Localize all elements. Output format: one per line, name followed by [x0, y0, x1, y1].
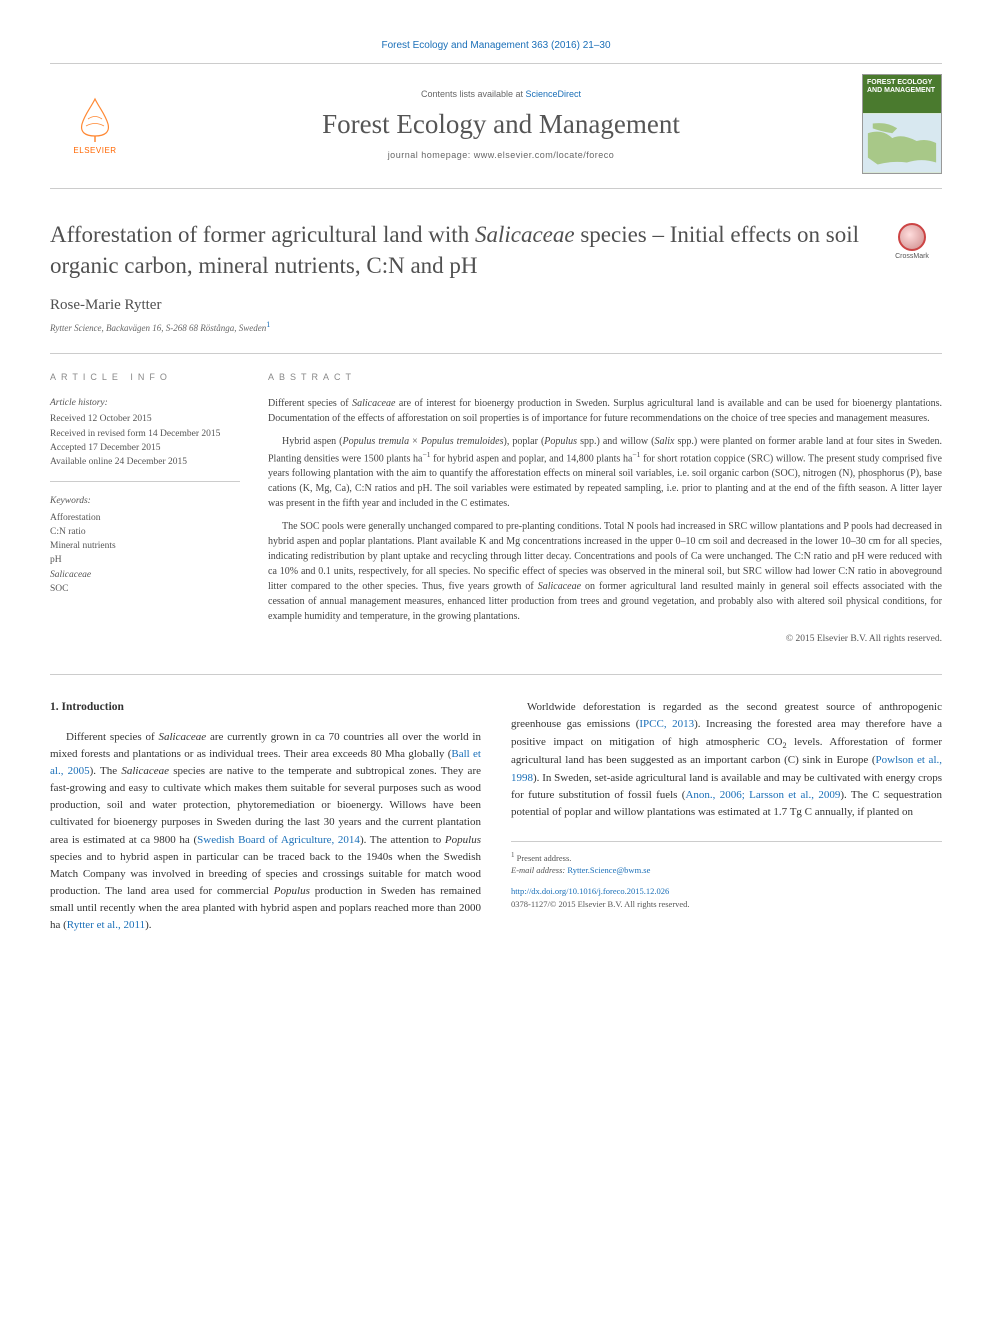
history-line: Received in revised form 14 December 201… — [50, 427, 240, 441]
homepage-url[interactable]: www.elsevier.com/locate/foreco — [474, 150, 615, 160]
author-affiliation: Rytter Science, Backavägen 16, S-268 68 … — [50, 320, 942, 333]
publisher-block: ELSEVIER — [50, 94, 140, 155]
abstract-para: Different species of Salicaceae are of i… — [268, 396, 942, 426]
author-name: Rose-Marie Rytter — [50, 297, 942, 314]
keywords-title: Keywords: — [50, 494, 240, 508]
journal-cover: FOREST ECOLOGY AND MANAGEMENT — [862, 74, 942, 174]
title-pre: Afforestation of former agricultural lan… — [50, 222, 475, 247]
masthead-center: Contents lists available at ScienceDirec… — [140, 89, 862, 160]
citation-line: Forest Ecology and Management 363 (2016)… — [50, 40, 942, 51]
footnote-1: 1 Present address. — [511, 850, 942, 865]
body-section: 1. Introduction Different species of Sal… — [50, 674, 942, 933]
elsevier-tree-icon — [70, 94, 120, 144]
keyword: Afforestation — [50, 511, 240, 525]
history-line: Available online 24 December 2015 — [50, 455, 240, 469]
keyword: C:N ratio — [50, 525, 240, 539]
crossmark-widget[interactable]: CrossMark — [882, 219, 942, 260]
abstract-para: Hybrid aspen (Populus tremula × Populus … — [268, 434, 942, 511]
affiliation-sup: 1 — [266, 320, 270, 329]
crossmark-icon — [898, 223, 926, 251]
publisher-label: ELSEVIER — [50, 146, 140, 155]
keyword: SOC — [50, 582, 240, 596]
section-heading: 1. Introduction — [50, 699, 481, 717]
history-line: Accepted 17 December 2015 — [50, 441, 240, 455]
abstract-copyright: © 2015 Elsevier B.V. All rights reserved… — [268, 634, 942, 644]
homepage-pre: journal homepage: — [388, 150, 474, 160]
article-info-column: ARTICLE INFO Article history: Received 1… — [50, 372, 240, 644]
contents-line: Contents lists available at ScienceDirec… — [140, 89, 862, 99]
article-info-heading: ARTICLE INFO — [50, 372, 240, 382]
contents-pre: Contents lists available at — [421, 89, 526, 99]
keywords-block: Keywords: Afforestation C:N ratio Minera… — [50, 494, 240, 608]
cover-map-graphic — [863, 113, 941, 173]
fn-sup: 1 — [511, 851, 515, 859]
article-history-block: Article history: Received 12 October 201… — [50, 396, 240, 482]
abstract-heading: ABSTRACT — [268, 372, 942, 382]
title-row: Afforestation of former agricultural lan… — [50, 219, 942, 281]
keyword: pH — [50, 553, 240, 567]
abstract-column: ABSTRACT Different species of Salicaceae… — [268, 372, 942, 644]
fn-text: Present address. — [517, 853, 572, 863]
email-line: E-mail address: Rytter.Science@bwm.se — [511, 864, 942, 877]
keyword: Salicaceae — [50, 568, 240, 582]
email-link[interactable]: Rytter.Science@bwm.se — [567, 865, 650, 875]
cover-title: FOREST ECOLOGY AND MANAGEMENT — [863, 75, 941, 98]
footnote-block: 1 Present address. E-mail address: Rytte… — [511, 841, 942, 911]
history-title: Article history: — [50, 396, 240, 410]
affiliation-text: Rytter Science, Backavägen 16, S-268 68 … — [50, 323, 266, 333]
sciencedirect-link[interactable]: ScienceDirect — [526, 89, 582, 99]
email-label: E-mail address: — [511, 865, 565, 875]
info-abstract-row: ARTICLE INFO Article history: Received 1… — [50, 353, 942, 644]
masthead: ELSEVIER Contents lists available at Sci… — [50, 63, 942, 189]
homepage-line: journal homepage: www.elsevier.com/locat… — [140, 150, 862, 160]
abstract-text: Different species of Salicaceae are of i… — [268, 396, 942, 624]
history-line: Received 12 October 2015 — [50, 412, 240, 426]
doi-link[interactable]: http://dx.doi.org/10.1016/j.foreco.2015.… — [511, 885, 942, 898]
journal-name: Forest Ecology and Management — [140, 109, 862, 140]
keyword: Mineral nutrients — [50, 539, 240, 553]
issn-line: 0378-1127/© 2015 Elsevier B.V. All right… — [511, 898, 942, 911]
abstract-para: The SOC pools were generally unchanged c… — [268, 519, 942, 624]
article-title: Afforestation of former agricultural lan… — [50, 219, 862, 281]
crossmark-label: CrossMark — [882, 253, 942, 260]
title-species: Salicaceae — [475, 222, 575, 247]
doi-block: http://dx.doi.org/10.1016/j.foreco.2015.… — [511, 885, 942, 911]
